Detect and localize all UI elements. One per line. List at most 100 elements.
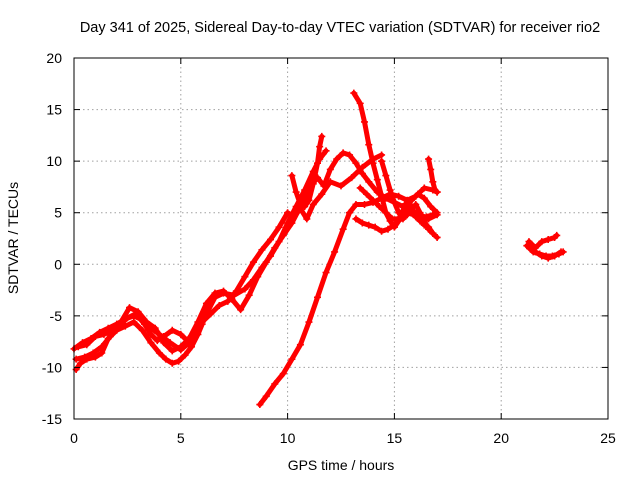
data-point [544, 254, 552, 262]
data-point [531, 248, 539, 256]
data-point [258, 246, 266, 254]
data-point [427, 165, 435, 173]
data-point [386, 186, 394, 194]
data-point [538, 252, 546, 260]
data-point [407, 205, 415, 213]
data-point [294, 207, 302, 215]
data-point [352, 159, 360, 167]
data-point [403, 209, 411, 217]
data-point [420, 194, 428, 202]
data-point [76, 359, 84, 367]
data-point [288, 355, 296, 363]
data-point [346, 151, 354, 159]
data-point [160, 339, 168, 347]
data-point [91, 332, 99, 340]
data-point [147, 330, 155, 338]
data-point [382, 209, 390, 217]
series-track-10 [352, 209, 437, 235]
data-point [305, 196, 313, 204]
data-point [279, 370, 287, 378]
data-point [412, 200, 420, 208]
data-point [271, 244, 279, 252]
data-point [134, 308, 142, 316]
data-point [433, 209, 441, 217]
x-tick-label: 10 [280, 430, 296, 446]
data-point [138, 326, 146, 334]
data-point [108, 326, 116, 334]
data-point [318, 190, 326, 198]
data-point [384, 225, 392, 233]
data-point [363, 190, 371, 198]
x-tick-label: 20 [493, 430, 509, 446]
data-point [175, 357, 183, 365]
data-point [314, 293, 322, 301]
data-point [326, 165, 334, 173]
series-track-5 [288, 132, 326, 211]
data-point [177, 343, 185, 351]
axis-ticks: 0 5 10 15 20 25 -15 -10 -5 0 5 10 15 20 [42, 50, 616, 446]
data-point [553, 231, 561, 239]
data-point [322, 147, 330, 155]
data-point [557, 248, 565, 256]
data-point [187, 343, 195, 351]
y-tick-label: -15 [42, 411, 62, 427]
data-point [98, 349, 106, 357]
series-track-11 [425, 155, 441, 196]
data-point [309, 180, 317, 188]
data-point [303, 215, 311, 223]
data-point [262, 392, 270, 400]
data-point [83, 341, 91, 349]
y-tick-label: 15 [46, 102, 62, 118]
x-tick-label: 25 [600, 430, 616, 446]
data-point [378, 157, 386, 165]
series-track-14 [531, 248, 565, 262]
data-point [322, 269, 330, 277]
data-point [369, 196, 377, 204]
x-axis-label: GPS time / hours [288, 457, 395, 473]
series-trace [75, 150, 440, 354]
data-point [339, 225, 347, 233]
data-point [525, 238, 533, 246]
y-tick-label: -5 [50, 308, 63, 324]
data-point [331, 248, 339, 256]
data-point [375, 203, 383, 211]
data-point [358, 170, 366, 178]
data-point [224, 297, 232, 305]
data-point [318, 132, 326, 140]
data-point [544, 236, 552, 244]
data-point [207, 310, 215, 318]
y-axis-label: SDTVAR / TECUs [5, 182, 21, 294]
data-point [151, 324, 159, 332]
data-point [422, 213, 430, 221]
data-point [551, 252, 559, 260]
data-point [121, 322, 129, 330]
data-point [181, 351, 189, 359]
data-point [365, 221, 373, 229]
data-point [420, 184, 428, 192]
data-point [126, 304, 134, 312]
data-point [407, 196, 415, 204]
data-point [358, 219, 366, 227]
data-point [309, 200, 317, 208]
data-point [390, 198, 398, 206]
data-point [538, 238, 546, 246]
data-point [194, 318, 202, 326]
data-point [162, 355, 170, 363]
data-point [284, 209, 292, 217]
data-point [360, 118, 368, 126]
data-point [241, 285, 249, 293]
data-point [288, 172, 296, 180]
data-point [143, 318, 151, 326]
data-point [395, 209, 403, 217]
data-point [333, 155, 341, 163]
chart-title: Day 341 of 2025, Sidereal Day-to-day VTE… [80, 20, 600, 36]
data-point [314, 159, 322, 167]
data-point [130, 318, 138, 326]
data-point [371, 223, 379, 231]
x-tick-label: 5 [177, 430, 185, 446]
data-point [356, 99, 364, 107]
y-tick-label: -10 [42, 359, 62, 375]
data-point [365, 178, 373, 186]
data-point [378, 151, 386, 159]
